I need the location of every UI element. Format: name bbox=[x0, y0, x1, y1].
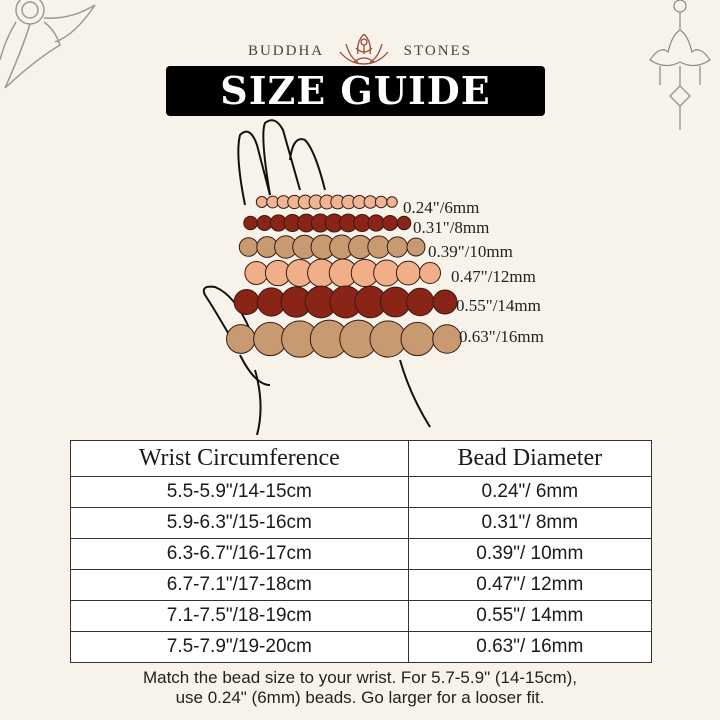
wrist-cell: 7.1-7.5"/18-19cm bbox=[70, 600, 409, 632]
bead bbox=[406, 237, 426, 257]
bead-row bbox=[233, 285, 458, 319]
bead bbox=[386, 196, 398, 208]
table-row: 7.5-7.9"/19-20cm 0.63"/ 16mm bbox=[70, 631, 653, 663]
wrist-cell: 6.3-6.7"/16-17cm bbox=[70, 538, 409, 570]
bead bbox=[226, 324, 256, 354]
mandala-corner-decoration bbox=[0, 0, 96, 89]
bead-row bbox=[226, 319, 462, 359]
bead bbox=[432, 324, 462, 354]
bead bbox=[238, 237, 259, 257]
brand-right-text: STONES bbox=[403, 42, 473, 59]
bead bbox=[419, 262, 441, 284]
bead-label-8mm: 0.31"/8mm bbox=[413, 218, 490, 237]
bead-row bbox=[243, 213, 412, 233]
bead-cell: 0.63"/ 16mm bbox=[407, 631, 653, 663]
bead-label-10mm: 0.39"/10mm bbox=[428, 242, 513, 261]
bead bbox=[256, 214, 273, 232]
bead bbox=[244, 261, 269, 285]
wrist-cell: 5.5-5.9"/14-15cm bbox=[70, 476, 409, 508]
bead-label-14mm: 0.55"/14mm bbox=[456, 296, 541, 315]
bead-label-12mm: 0.47"/12mm bbox=[451, 267, 536, 286]
bead-label-16mm: 0.63"/16mm bbox=[459, 327, 544, 346]
lotus-meditation-icon bbox=[339, 33, 389, 65]
brand-left-text: BUDDHA bbox=[247, 42, 325, 59]
bead bbox=[367, 235, 391, 259]
bead-cell: 0.24"/ 6mm bbox=[407, 476, 653, 508]
header-bead: Bead Diameter bbox=[407, 440, 653, 477]
wrist-cell: 6.7-7.1"/17-18cm bbox=[70, 569, 409, 601]
bead bbox=[395, 260, 421, 286]
bead bbox=[243, 215, 258, 231]
bead bbox=[400, 321, 435, 357]
bead-row bbox=[238, 234, 426, 260]
wrist-cell: 7.5-7.9"/19-20cm bbox=[70, 631, 409, 663]
bead bbox=[386, 236, 409, 258]
bead bbox=[379, 286, 411, 318]
table-row: 5.5-5.9"/14-15cm 0.24"/ 6mm bbox=[70, 476, 653, 508]
bead-cell: 0.47"/ 12mm bbox=[407, 569, 653, 601]
bead-cell: 0.39"/ 10mm bbox=[407, 538, 653, 570]
wrist-cell: 5.9-6.3"/15-16cm bbox=[70, 507, 409, 539]
table-row: 6.7-7.1"/17-18cm 0.47"/ 12mm bbox=[70, 569, 653, 601]
table-row: 6.3-6.7"/16-17cm 0.39"/ 10mm bbox=[70, 538, 653, 570]
bead bbox=[405, 287, 435, 317]
table-row: 7.1-7.5"/18-19cm 0.55"/ 14mm bbox=[70, 600, 653, 632]
brand-logo: BUDDHA STONES bbox=[0, 33, 720, 68]
bead bbox=[396, 215, 412, 231]
bead bbox=[367, 214, 385, 232]
fit-note-line1: Match the bead size to your wrist. For 5… bbox=[142, 668, 578, 687]
bead-cell: 0.31"/ 8mm bbox=[407, 507, 653, 539]
fit-note-line2: use 0.24" (6mm) beads. Go larger for a l… bbox=[175, 688, 545, 707]
bead-cell: 0.55"/ 14mm bbox=[407, 600, 653, 632]
bead-label-6mm: 0.24"/6mm bbox=[403, 198, 480, 217]
lotus-hanging-decoration bbox=[649, 0, 711, 130]
bead bbox=[432, 289, 458, 315]
bead bbox=[382, 215, 399, 231]
header-wrist: Wrist Circumference bbox=[70, 440, 409, 477]
bead bbox=[233, 289, 260, 315]
page-title: SIZE GUIDE bbox=[166, 66, 545, 116]
table-header-row: Wrist Circumference Bead Diameter bbox=[70, 440, 653, 477]
bead bbox=[374, 195, 388, 209]
size-table: Wrist Circumference Bead Diameter 5.5-5.… bbox=[70, 440, 653, 663]
bead-bracelets bbox=[226, 194, 462, 359]
bead bbox=[373, 259, 401, 287]
bead bbox=[363, 195, 377, 209]
table-row: 5.9-6.3"/15-16cm 0.31"/ 8mm bbox=[70, 507, 653, 539]
bead-row bbox=[244, 258, 441, 288]
bead-row bbox=[255, 194, 398, 210]
fit-note: Match the bead size to your wrist. For 5… bbox=[0, 668, 720, 708]
bead bbox=[255, 196, 268, 208]
